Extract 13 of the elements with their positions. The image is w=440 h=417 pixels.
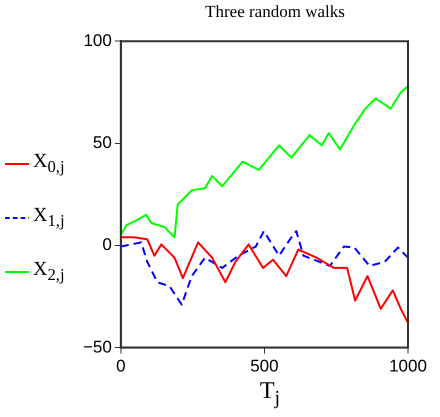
x-axis-title: T$_{j}$ (258, 377, 282, 411)
y-tick-label: 50 (92, 133, 112, 152)
x-tick-label: 1000 (389, 356, 427, 376)
legend-label: X$_{0,j}$ (33, 150, 65, 178)
y-tick-label: −50 (82, 337, 112, 356)
y-tick-label: 100 (83, 30, 112, 50)
legend-label: X$_{1,j}$ (33, 204, 65, 232)
chart-title: Three random walks (204, 2, 346, 22)
y-tick-label: 0 (102, 235, 112, 254)
legend-label: X$_{2,j}$ (33, 258, 65, 286)
x-tick-label: 500 (250, 356, 279, 376)
x-tick-label: 0 (116, 356, 126, 376)
line-series (120, 230, 408, 306)
